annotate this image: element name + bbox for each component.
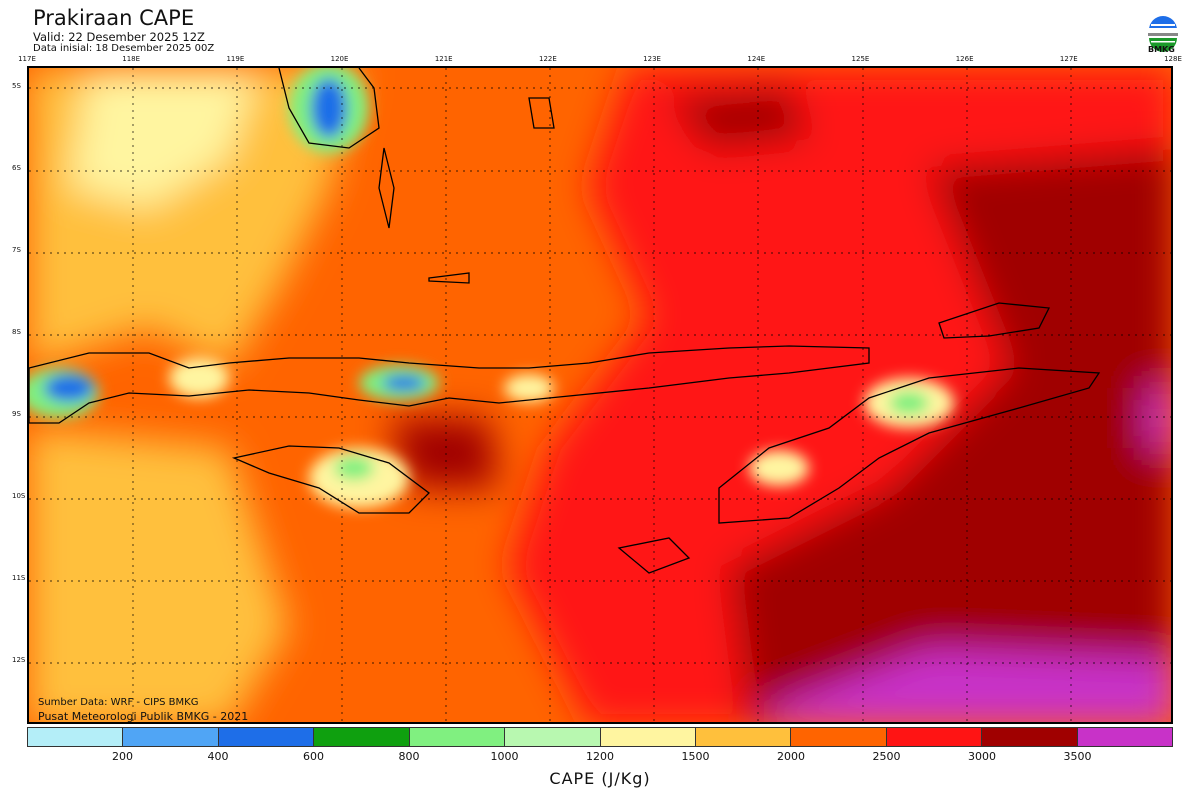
colorbar-tick: 2500 — [872, 750, 901, 763]
lon-label: 121E — [434, 55, 453, 63]
colorbar-swatch — [982, 728, 1078, 746]
cape-map — [27, 66, 1173, 724]
lat-label: 5S — [12, 82, 21, 90]
colorbar-tick: 3000 — [968, 750, 996, 763]
bmkg-logo-icon — [1148, 16, 1178, 52]
colorbar-swatch — [218, 728, 315, 746]
colorbar-tick: 600 — [303, 750, 324, 763]
colorbar-tick: 1500 — [681, 750, 710, 763]
colorbar-tick: 800 — [398, 750, 420, 763]
colorbar — [27, 727, 1173, 747]
lat-label: 9S — [12, 410, 21, 418]
colorbar-swatch — [886, 728, 983, 746]
colorbar-swatch — [123, 728, 219, 746]
lat-label: 12S — [12, 656, 26, 664]
lon-label: 122E — [539, 55, 557, 63]
lat-label: 11S — [12, 574, 26, 582]
init-time: Data inisial: 18 Desember 2025 00Z — [33, 43, 215, 54]
organization: Pusat Meteorologi Publik BMKG - 2021 — [38, 710, 249, 723]
lon-label: 124E — [747, 55, 766, 63]
lon-label: 126E — [955, 55, 974, 63]
colorbar-swatch — [600, 728, 696, 746]
lat-label: 6S — [12, 164, 21, 172]
graticule — [29, 68, 1171, 722]
coastlines — [29, 68, 1101, 574]
colorbar-swatch — [791, 728, 887, 746]
colorbar-tick: 400 — [207, 750, 229, 763]
lon-label: 128E — [1164, 55, 1182, 63]
lon-label: 123E — [643, 55, 661, 63]
lon-label: 120E — [330, 55, 349, 63]
colorbar-swatch — [28, 728, 124, 746]
colorbar-tick: 2000 — [777, 750, 805, 763]
lon-label: 125E — [851, 55, 870, 63]
lon-label: 118E — [122, 55, 141, 63]
colorbar-tick: 200 — [112, 750, 133, 763]
lat-label: 10S — [12, 492, 26, 500]
colorbar-units: CAPE (J/Kg) — [549, 769, 651, 788]
colorbar-swatch — [695, 728, 792, 746]
valid-time: Valid: 22 Desember 2025 12Z — [33, 30, 205, 44]
colorbar-swatch — [314, 728, 410, 746]
colorbar-tick: 3500 — [1063, 750, 1092, 763]
colorbar-swatch — [1077, 728, 1173, 746]
map-title: Prakiraan CAPE — [33, 6, 195, 30]
colorbar-swatch — [409, 728, 506, 746]
colorbar-tick: 1000 — [490, 750, 519, 763]
colorbar-swatch — [505, 728, 601, 746]
colorbar-tick: 1200 — [586, 750, 614, 763]
cape-field — [29, 68, 1171, 722]
logo-text: BMKG — [1148, 45, 1175, 54]
local-maxima — [29, 68, 954, 508]
lon-label: 117E — [18, 55, 36, 63]
lat-label: 8S — [12, 328, 21, 336]
lon-label: 127E — [1059, 55, 1078, 63]
data-source: Sumber Data: WRF - CIPS BMKG — [38, 697, 199, 708]
lat-label: 7S — [12, 246, 21, 254]
lon-label: 119E — [226, 55, 245, 63]
